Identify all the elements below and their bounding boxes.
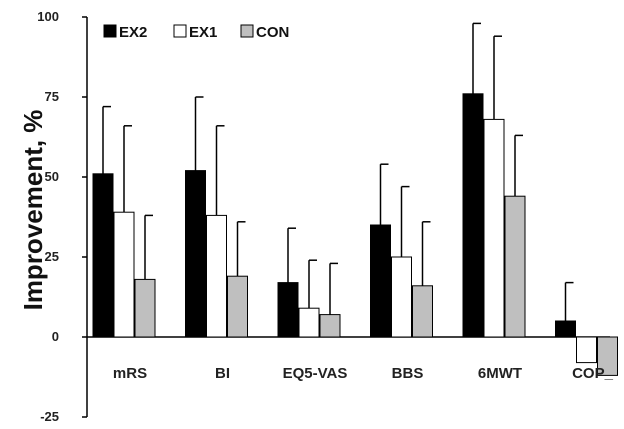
- category-label: BBS: [392, 365, 424, 382]
- bar-con-6mwt: [504, 195, 526, 338]
- category-label: COP_: [572, 365, 614, 382]
- bar-ex2-6mwt: [462, 93, 484, 338]
- category-labels: mRS BI EQ5-VAS BBS 6MWT COP_: [113, 365, 614, 382]
- y-tick-label: -25: [40, 409, 59, 424]
- bar-ex2-bbs: [370, 224, 391, 338]
- legend: EX2 EX1 CON: [103, 24, 289, 41]
- bar-con-mrs: [134, 278, 156, 338]
- bar-ex1-bbs: [391, 256, 412, 338]
- bar-ex1-mrs: [113, 211, 135, 338]
- y-tick-label: 0: [52, 329, 59, 344]
- y-ticks: -25 0 25 50 75 100: [37, 9, 87, 424]
- bar-con-bbs: [412, 285, 433, 338]
- bar-ex2-cop-: [555, 320, 576, 338]
- bar-ex1-bi: [206, 214, 227, 338]
- y-axis-title: Improvement, %: [18, 110, 48, 311]
- legend-swatch-ex2: [103, 24, 117, 38]
- legend-label-con: CON: [256, 24, 289, 41]
- legend-label-ex1: EX1: [189, 24, 217, 41]
- category-label: mRS: [113, 365, 147, 382]
- y-tick-label: 50: [45, 169, 59, 184]
- bar-ex2-bi: [185, 170, 206, 338]
- bar-ex1-eq5-vas: [298, 307, 320, 338]
- error-bars: [102, 22, 574, 321]
- bar-ex2-mrs: [92, 173, 114, 338]
- category-label: 6MWT: [478, 365, 522, 382]
- legend-swatch-con: [240, 24, 254, 38]
- y-tick-label: 100: [37, 9, 59, 24]
- bar-con-eq5-vas: [319, 314, 341, 338]
- legend-swatch-ex1: [173, 24, 187, 38]
- bar-ex2-eq5-vas: [277, 282, 299, 338]
- bar-con-bi: [227, 275, 248, 338]
- bar-ex1-6mwt: [483, 118, 505, 338]
- legend-label-ex2: EX2: [119, 24, 147, 41]
- bar-con-cop-: [597, 336, 618, 376]
- y-tick-label: 75: [45, 89, 59, 104]
- bar-ex1-cop-: [576, 336, 597, 364]
- category-label: EQ5-VAS: [283, 365, 348, 382]
- category-label: BI: [215, 365, 230, 382]
- bars: [92, 93, 618, 376]
- y-tick-label: 25: [45, 249, 59, 264]
